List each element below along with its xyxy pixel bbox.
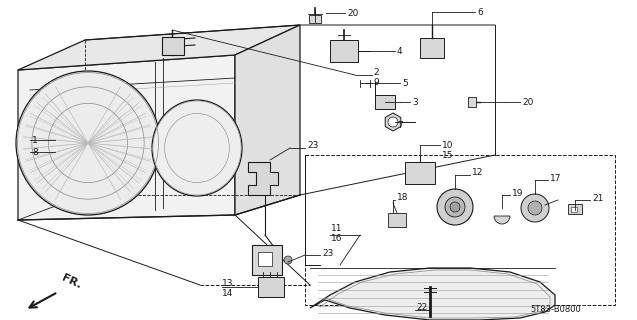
Bar <box>305 155 615 305</box>
Circle shape <box>445 197 465 217</box>
Bar <box>309 15 321 23</box>
Ellipse shape <box>152 100 242 196</box>
Text: 20: 20 <box>522 98 533 107</box>
Text: 19: 19 <box>512 188 524 197</box>
Circle shape <box>388 117 398 127</box>
FancyBboxPatch shape <box>388 213 406 227</box>
Text: 16: 16 <box>331 234 343 243</box>
Text: 4: 4 <box>397 46 403 55</box>
FancyBboxPatch shape <box>330 40 358 62</box>
Text: 3: 3 <box>412 98 418 107</box>
Text: 11: 11 <box>331 223 343 233</box>
Text: 18: 18 <box>397 193 408 202</box>
Circle shape <box>437 189 473 225</box>
Text: 23: 23 <box>322 249 333 258</box>
FancyBboxPatch shape <box>420 38 444 58</box>
Text: 7: 7 <box>397 121 403 130</box>
Text: 12: 12 <box>472 167 483 177</box>
Text: 14: 14 <box>222 290 233 299</box>
Text: 5T83-B0800: 5T83-B0800 <box>530 306 581 315</box>
Text: 23: 23 <box>307 140 318 149</box>
Bar <box>468 97 476 107</box>
Text: 9: 9 <box>373 77 379 86</box>
Text: 2: 2 <box>373 68 378 76</box>
Polygon shape <box>235 25 300 215</box>
Text: 1: 1 <box>32 135 38 145</box>
Bar <box>568 204 582 214</box>
Text: 5: 5 <box>402 78 408 87</box>
Text: 6: 6 <box>477 7 483 17</box>
Bar <box>162 37 184 55</box>
Circle shape <box>528 201 542 215</box>
Bar <box>571 207 577 212</box>
Text: 10: 10 <box>442 140 454 149</box>
Circle shape <box>521 194 549 222</box>
Polygon shape <box>310 268 555 320</box>
Text: 20: 20 <box>347 9 359 18</box>
Wedge shape <box>494 216 510 224</box>
Ellipse shape <box>16 71 160 215</box>
Polygon shape <box>18 55 235 220</box>
Text: FR.: FR. <box>60 272 83 290</box>
Text: 21: 21 <box>592 194 603 203</box>
Circle shape <box>450 202 460 212</box>
Polygon shape <box>18 25 300 70</box>
Circle shape <box>284 256 292 264</box>
FancyBboxPatch shape <box>405 162 435 184</box>
Polygon shape <box>248 162 278 195</box>
Text: 17: 17 <box>550 173 561 182</box>
Text: 8: 8 <box>32 148 38 156</box>
Text: 13: 13 <box>222 279 234 289</box>
Text: 22: 22 <box>416 303 427 313</box>
Bar <box>375 95 395 109</box>
Text: 15: 15 <box>442 150 454 159</box>
Bar <box>252 245 282 275</box>
Bar <box>258 277 284 297</box>
Bar <box>258 252 272 266</box>
